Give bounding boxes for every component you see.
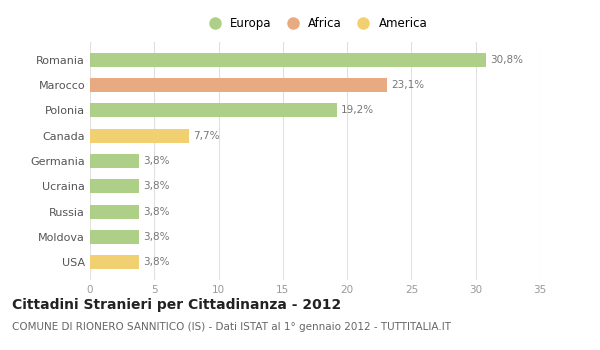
Legend: Europa, Africa, America: Europa, Africa, America <box>198 12 432 35</box>
Bar <box>90 78 387 92</box>
Bar <box>90 205 139 218</box>
Text: 3,8%: 3,8% <box>143 206 169 217</box>
Bar <box>90 255 139 269</box>
Text: 30,8%: 30,8% <box>490 55 523 65</box>
Bar <box>90 104 337 117</box>
Text: 3,8%: 3,8% <box>143 232 169 242</box>
Bar <box>90 179 139 193</box>
Text: 19,2%: 19,2% <box>341 105 374 116</box>
Text: 3,8%: 3,8% <box>143 156 169 166</box>
Bar <box>90 230 139 244</box>
Bar <box>90 129 189 143</box>
Bar <box>90 53 486 67</box>
Text: 7,7%: 7,7% <box>193 131 220 141</box>
Bar <box>90 154 139 168</box>
Text: Cittadini Stranieri per Cittadinanza - 2012: Cittadini Stranieri per Cittadinanza - 2… <box>12 298 341 312</box>
Text: 3,8%: 3,8% <box>143 181 169 191</box>
Text: 23,1%: 23,1% <box>391 80 424 90</box>
Text: COMUNE DI RIONERO SANNITICO (IS) - Dati ISTAT al 1° gennaio 2012 - TUTTITALIA.IT: COMUNE DI RIONERO SANNITICO (IS) - Dati … <box>12 322 451 332</box>
Text: 3,8%: 3,8% <box>143 257 169 267</box>
